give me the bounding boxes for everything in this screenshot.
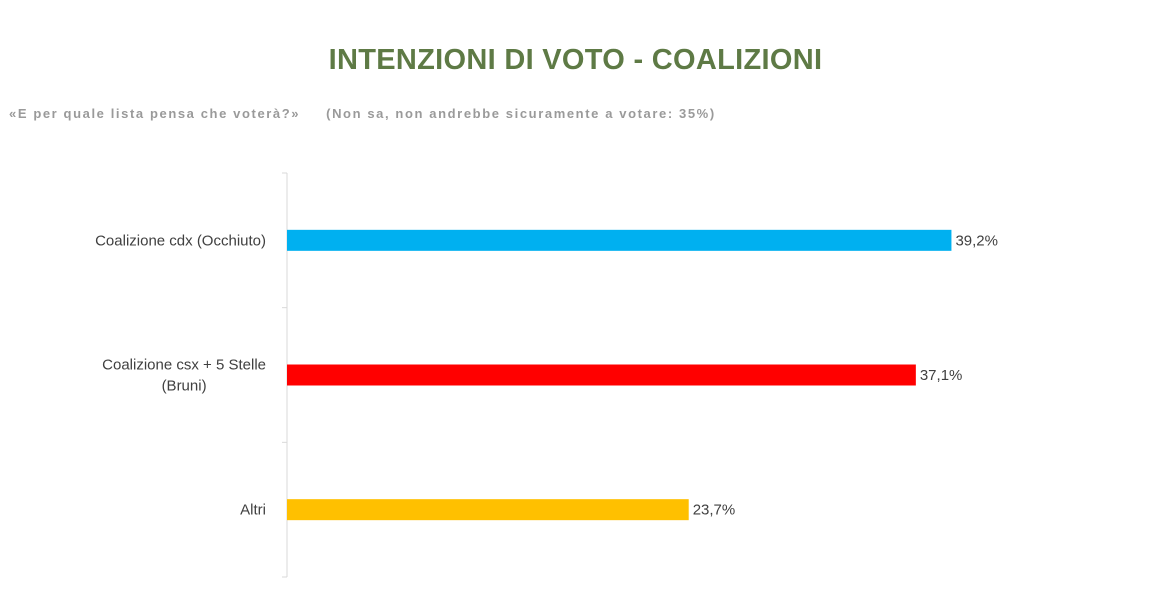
chart-title: INTENZIONI DI VOTO - COALIZIONI <box>328 44 823 76</box>
data-label: 23,7% <box>693 502 736 519</box>
category-label: Altri <box>240 502 266 519</box>
survey-note: (Non sa, non andrebbe sicuramente a vota… <box>326 106 716 121</box>
bar <box>287 499 689 521</box>
category-label-line: (Bruni) <box>162 378 207 395</box>
labels: 39,2% Coalizione cdx (Occhiuto) 37,1% Coali… <box>95 232 998 518</box>
category-label-line: Altri <box>240 502 266 519</box>
bar <box>287 364 916 386</box>
category-label-line: Coalizione cdx (Occhiuto) <box>95 232 266 249</box>
category-label: Coalizione cdx (Occhiuto) <box>95 232 266 249</box>
category-axis <box>282 172 288 578</box>
bar <box>287 229 952 251</box>
data-label: 39,2% <box>955 232 998 249</box>
bars <box>287 229 952 521</box>
survey-question: «E per quale lista pensa che voterà?» <box>9 106 301 121</box>
category-label-line: Coalizione csx + 5 Stelle <box>102 357 266 374</box>
data-label: 37,1% <box>920 367 963 384</box>
chart-subtitle: «E per quale lista pensa che voterà?» (No… <box>9 106 716 121</box>
category-label: Coalizione csx + 5 Stelle (Bruni) <box>102 357 266 395</box>
